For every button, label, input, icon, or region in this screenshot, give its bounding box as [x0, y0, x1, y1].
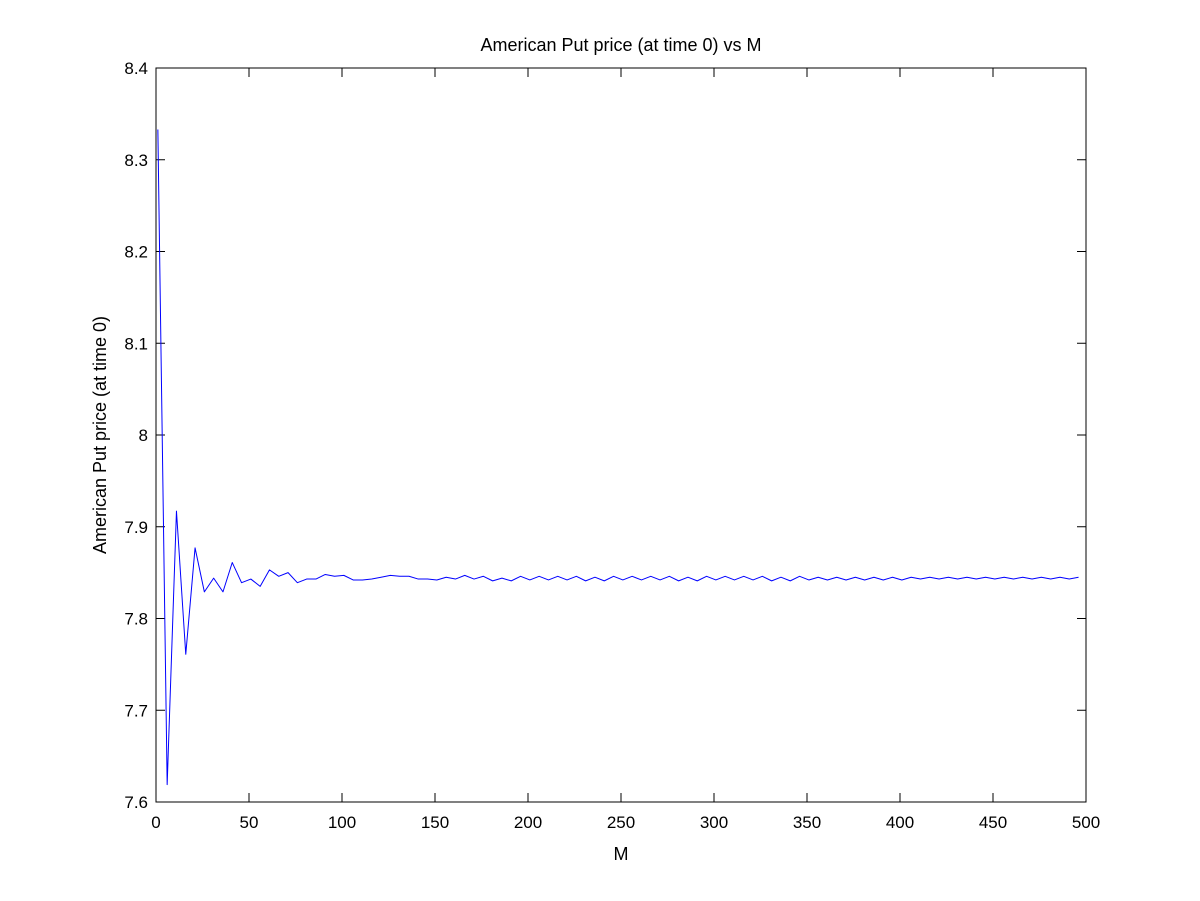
ticks-layer: 0 50 100 150 200 250 300 350 400 450 500 7.6 7.7 7.8 7… [124, 59, 1100, 832]
plot-frame [155, 67, 1087, 803]
series-line-0 [157, 129, 1079, 786]
y-tick-label-0: 7.6 [124, 793, 148, 812]
y-tick-label-1: 7.7 [124, 701, 148, 720]
y-tick-label-8: 8.4 [124, 59, 148, 78]
chart-title: American Put price (at time 0) vs M [480, 35, 761, 55]
plot-area [156, 68, 1086, 802]
x-tick-label-1: 50 [240, 813, 259, 832]
y-axis-label: American Put price (at time 0) [90, 316, 110, 554]
x-tick-label-9: 450 [979, 813, 1007, 832]
x-tick-label-2: 100 [328, 813, 356, 832]
x-tick-label-8: 400 [886, 813, 914, 832]
x-tick-label-6: 300 [700, 813, 728, 832]
x-axis-label: M [614, 844, 629, 864]
x-tick-label-4: 200 [514, 813, 542, 832]
labels-layer: American Put price (at time 0) vs M M Am… [90, 35, 762, 864]
x-tick-label-0: 0 [151, 813, 160, 832]
y-tick-label-7: 8.3 [124, 151, 148, 170]
y-tick-label-6: 8.2 [124, 243, 148, 262]
series-layer [157, 129, 1079, 786]
x-tick-label-7: 350 [793, 813, 821, 832]
y-tick-label-5: 8.1 [124, 334, 148, 353]
x-tick-label-3: 150 [421, 813, 449, 832]
x-tick-label-10: 500 [1072, 813, 1100, 832]
y-tick-label-3: 7.9 [124, 518, 148, 537]
y-tick-label-2: 7.8 [124, 610, 148, 629]
x-tick-label-5: 250 [607, 813, 635, 832]
y-tick-label-4: 8 [139, 426, 148, 445]
